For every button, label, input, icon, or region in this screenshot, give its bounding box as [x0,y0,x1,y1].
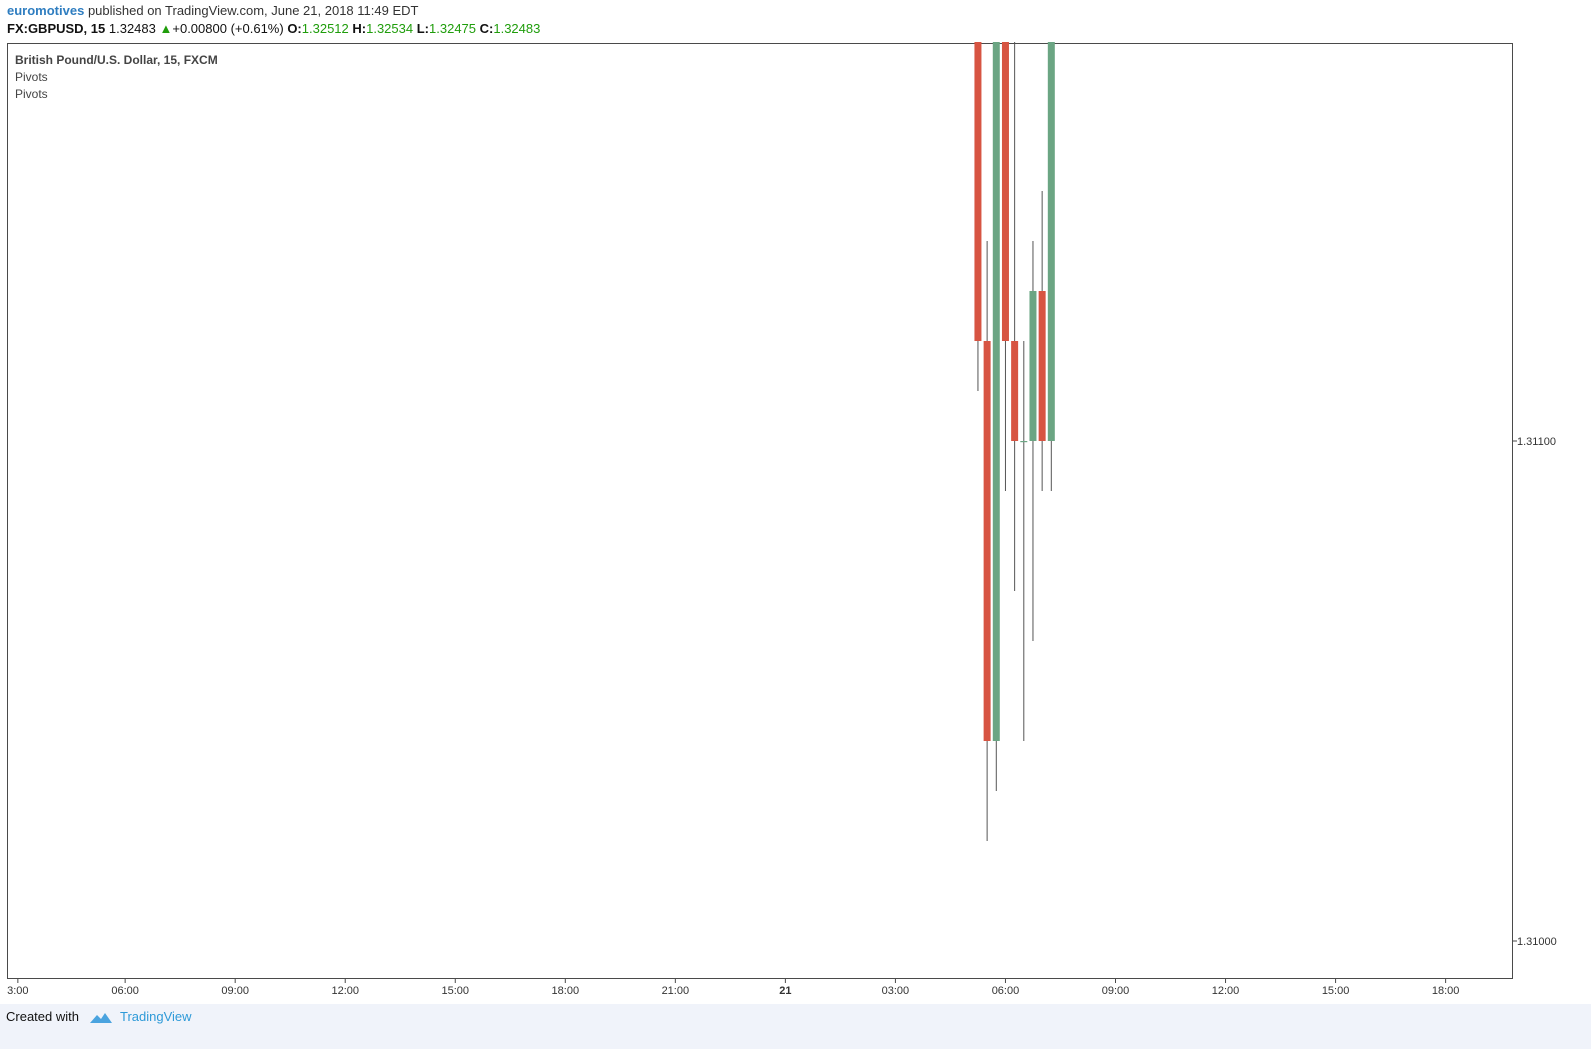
x-tick-label: 12:00 [331,985,359,997]
legend-indicator-pivots[interactable]: Pivots [15,87,48,101]
x-tick-label: 06:00 [111,985,139,997]
x-tick-label: 18:00 [1432,985,1460,997]
symbol-label: FX:GBPUSD, 15 [7,21,106,36]
author-link[interactable]: euromotives [7,3,85,18]
open-label: O: [287,21,302,36]
x-tick-label: 06:00 [992,985,1020,997]
x-tick-label: 09:00 [221,985,249,997]
published-text: published on TradingView.com, June 21, 2… [87,3,419,18]
time-axis[interactable]: 3:00 06:00 09:00 12:00 15:00 18:00 21:00 21 03:0… [7,978,1459,997]
x-tick-label: 09:00 [1102,985,1130,997]
legend-title: British Pound/U.S. Dollar, 15, FXCM [15,53,218,67]
candle-body [1038,291,1046,441]
candles [974,42,1055,841]
open-value: 1.32512 [301,21,349,36]
x-tick-label: 3:00 [7,985,28,997]
change-value: +0.00800 (+0.61%) [172,21,284,36]
footer-credit: Created with TradingView [6,1009,192,1025]
x-tick-label: 21 [779,985,791,997]
candle-body [1020,441,1028,443]
low-label: L: [416,21,430,36]
candle-body [974,42,982,341]
close-value: 1.32483 [493,21,541,36]
high-value: 1.32534 [366,21,414,36]
close-label: C: [479,21,494,36]
x-tick-label: 15:00 [1322,985,1350,997]
candle-body [992,42,1000,741]
footer [0,1004,1591,1049]
change-up-icon: ▲ [159,21,173,36]
chart-background [0,42,1591,1004]
x-tick-label: 21:00 [662,985,690,997]
publish-line: euromotives published on TradingView.com… [7,3,418,18]
candle-body [1029,291,1037,441]
candle-body [1047,42,1055,441]
candle-body [1001,42,1009,341]
last-price: 1.32483 [108,21,156,36]
tradingview-link[interactable]: TradingView [120,1009,192,1024]
y-tick-label: 1.31100 [1517,436,1556,448]
candle-body [983,341,991,741]
plot-frame [7,43,1513,979]
y-tick-label: 1.31000 [1517,936,1557,948]
price-chart[interactable]: (1.32555)(1.32518)(1.32004)(1.31966) 1.3… [0,42,1591,1004]
legend-indicator-pivots[interactable]: Pivots [15,70,48,84]
x-tick-label: 03:00 [882,985,910,997]
price-axis[interactable]: 1.310001.311001.312001.313001.314001.315… [1512,42,1563,948]
chart-header: euromotives published on TradingView.com… [0,0,1591,42]
candle-body [1011,341,1019,441]
created-with-label: Created with [6,1009,79,1024]
low-value: 1.32475 [429,21,477,36]
x-tick-label: 15:00 [441,985,469,997]
tradingview-cloud-icon[interactable] [89,1011,113,1025]
quote-line: FX:GBPUSD, 15 1.32483 ▲+0.00800 (+0.61%)… [7,21,540,36]
x-tick-label: 18:00 [552,985,580,997]
high-label: H: [352,21,367,36]
x-tick-label: 12:00 [1212,985,1240,997]
